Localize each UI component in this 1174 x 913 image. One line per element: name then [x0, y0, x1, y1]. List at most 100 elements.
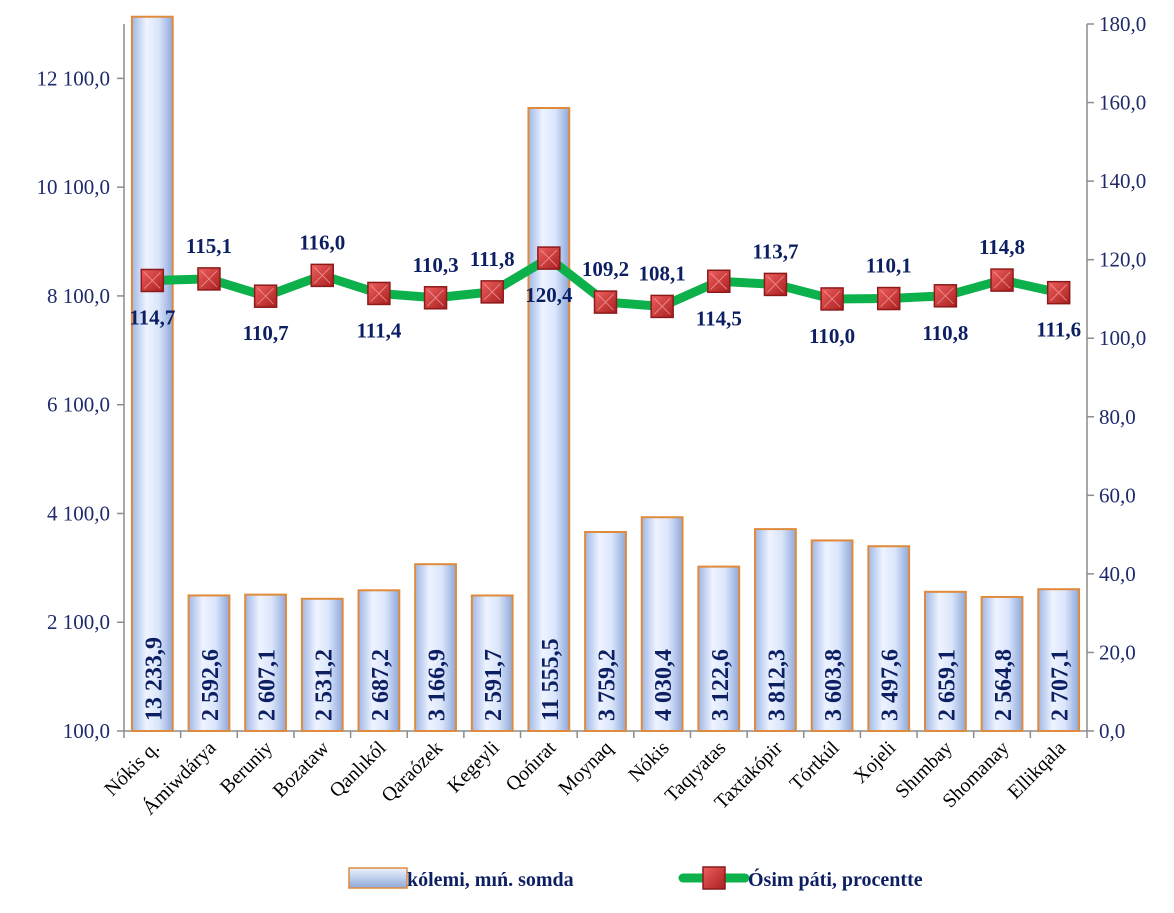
- line-marker-shine: [1050, 284, 1068, 302]
- line-marker-shine: [767, 276, 784, 293]
- bar: [244, 593, 288, 733]
- bar-series: [130, 15, 1081, 733]
- bar: [640, 516, 684, 732]
- line-marker-shine: [257, 287, 274, 305]
- y-right-tick-label: 120,0: [1099, 248, 1146, 272]
- bar: [923, 590, 967, 733]
- legend-bar-swatch: [348, 867, 408, 889]
- bar-value-label: 3 603,8: [821, 649, 847, 721]
- y-right-tick-label: 40,0: [1099, 562, 1136, 586]
- line-value-label: 110,7: [243, 321, 289, 345]
- bar-value-label: 2 659,1: [934, 649, 960, 721]
- line-marker-shine: [200, 270, 218, 288]
- bar: [810, 539, 854, 733]
- bar-value-label: 2 707,1: [1048, 649, 1074, 721]
- line-value-label: 110,8: [922, 321, 968, 345]
- bar-value-label: 3 759,2: [595, 649, 621, 721]
- bar: [754, 528, 797, 732]
- x-category-label: Bozataw: [269, 737, 334, 802]
- bar: [1037, 588, 1081, 732]
- y-left-tick-label: 10 100,0: [37, 175, 111, 199]
- line-value-label: 120,4: [525, 283, 573, 307]
- line-series: [140, 246, 1071, 319]
- line-marker-shine: [427, 289, 444, 307]
- y-left-tick-label: 4 100,0: [47, 501, 110, 525]
- y-right-tick-label: 60,0: [1099, 483, 1136, 507]
- legend-line-marker: [702, 866, 726, 890]
- line-value-label: 110,0: [809, 324, 855, 348]
- line-value-label: 111,8: [470, 247, 515, 271]
- x-category-label: Moynaq: [554, 737, 617, 800]
- y-left-tick-label: 100,0: [63, 719, 110, 743]
- line-marker-shine: [653, 298, 671, 315]
- x-category-label: Nókis: [624, 737, 673, 786]
- line-marker-shine: [597, 293, 614, 311]
- bar-value-label: 2 564,8: [991, 649, 1017, 721]
- line-marker-shine: [313, 267, 331, 284]
- line-marker-shine: [143, 272, 161, 289]
- line-value-label: 114,7: [129, 305, 175, 329]
- bar-value-label: 11 555,5: [538, 638, 564, 721]
- bar-value-label: 2 607,1: [255, 649, 281, 721]
- bar: [187, 594, 231, 733]
- line-value-label: 111,4: [356, 318, 401, 342]
- y-right-tick-label: 140,0: [1099, 169, 1146, 193]
- line-value-label: 110,3: [413, 253, 459, 277]
- legend-bar-label: kólemi, mıń. somda: [407, 869, 574, 891]
- x-category-label: Ellikqala: [1004, 737, 1071, 804]
- line-value-label: 110,1: [866, 254, 912, 278]
- y-left-tick-label: 6 100,0: [47, 393, 110, 417]
- bar-value-label: 2 687,2: [368, 649, 394, 721]
- line-value-label: 109,2: [582, 257, 629, 281]
- bar: [527, 106, 571, 733]
- legend-line-label: Ósim páti, procentte: [748, 867, 923, 891]
- data-labels: 13 233,9 2 592,6 2 607,1 2 531,2 2 687,2 3 16…: [129, 230, 1081, 721]
- bar-value-label: 13 233,9: [141, 637, 167, 721]
- bar: [414, 563, 457, 732]
- line-marker-shine: [823, 290, 841, 308]
- bar: [980, 595, 1024, 733]
- bar: [867, 545, 911, 733]
- x-category-label: Qaraózek: [377, 737, 447, 807]
- bar: [357, 589, 401, 733]
- y-right-tick-label: 180,0: [1099, 12, 1146, 36]
- bar: [584, 530, 627, 732]
- x-category-label: Tórtkúl: [786, 737, 844, 795]
- line-value-label: 113,7: [752, 239, 798, 263]
- bar-value-label: 4 030,4: [651, 649, 677, 721]
- line-value-label: 108,1: [639, 261, 686, 285]
- y-left-tick-label: 12 100,0: [37, 66, 111, 90]
- bar-value-label: 3 497,6: [878, 649, 904, 721]
- y-right-tick-label: 100,0: [1099, 326, 1146, 350]
- line-marker-shine: [370, 285, 388, 302]
- line-value-label: 115,1: [186, 234, 232, 258]
- line-value-label: 114,8: [979, 235, 1025, 259]
- bar: [470, 594, 514, 733]
- bar: [300, 597, 344, 733]
- y-left-tick-label: 8 100,0: [47, 284, 110, 308]
- line-marker-shine: [483, 283, 501, 301]
- y-left-tick-label: 2 100,0: [47, 610, 110, 634]
- line-value-label: 114,5: [696, 306, 742, 330]
- x-category-label: Xojeli: [849, 737, 900, 788]
- y-right-tick-label: 20,0: [1099, 640, 1136, 664]
- line-marker-shine: [993, 271, 1011, 289]
- line-marker-shine: [710, 272, 728, 290]
- bar-value-label: 3 812,3: [764, 649, 790, 721]
- y-right-tick-label: 160,0: [1099, 91, 1146, 115]
- line-value-label: 116,0: [299, 230, 345, 254]
- bar: [697, 565, 741, 732]
- x-category-label: Qońırat: [502, 737, 561, 796]
- line-marker-shine: [540, 249, 558, 267]
- bar-value-label: 2 591,7: [481, 649, 507, 721]
- x-category-label: Beruniy: [216, 737, 277, 798]
- line-marker-shine: [937, 287, 954, 305]
- bar: [130, 15, 174, 733]
- bar-value-label: 2 531,2: [311, 649, 337, 721]
- line-value-label: 111,6: [1036, 318, 1081, 342]
- line-marker-shine: [880, 290, 898, 307]
- y-right-tick-label: 80,0: [1099, 405, 1136, 429]
- x-category-label: Kegeyli: [443, 737, 504, 798]
